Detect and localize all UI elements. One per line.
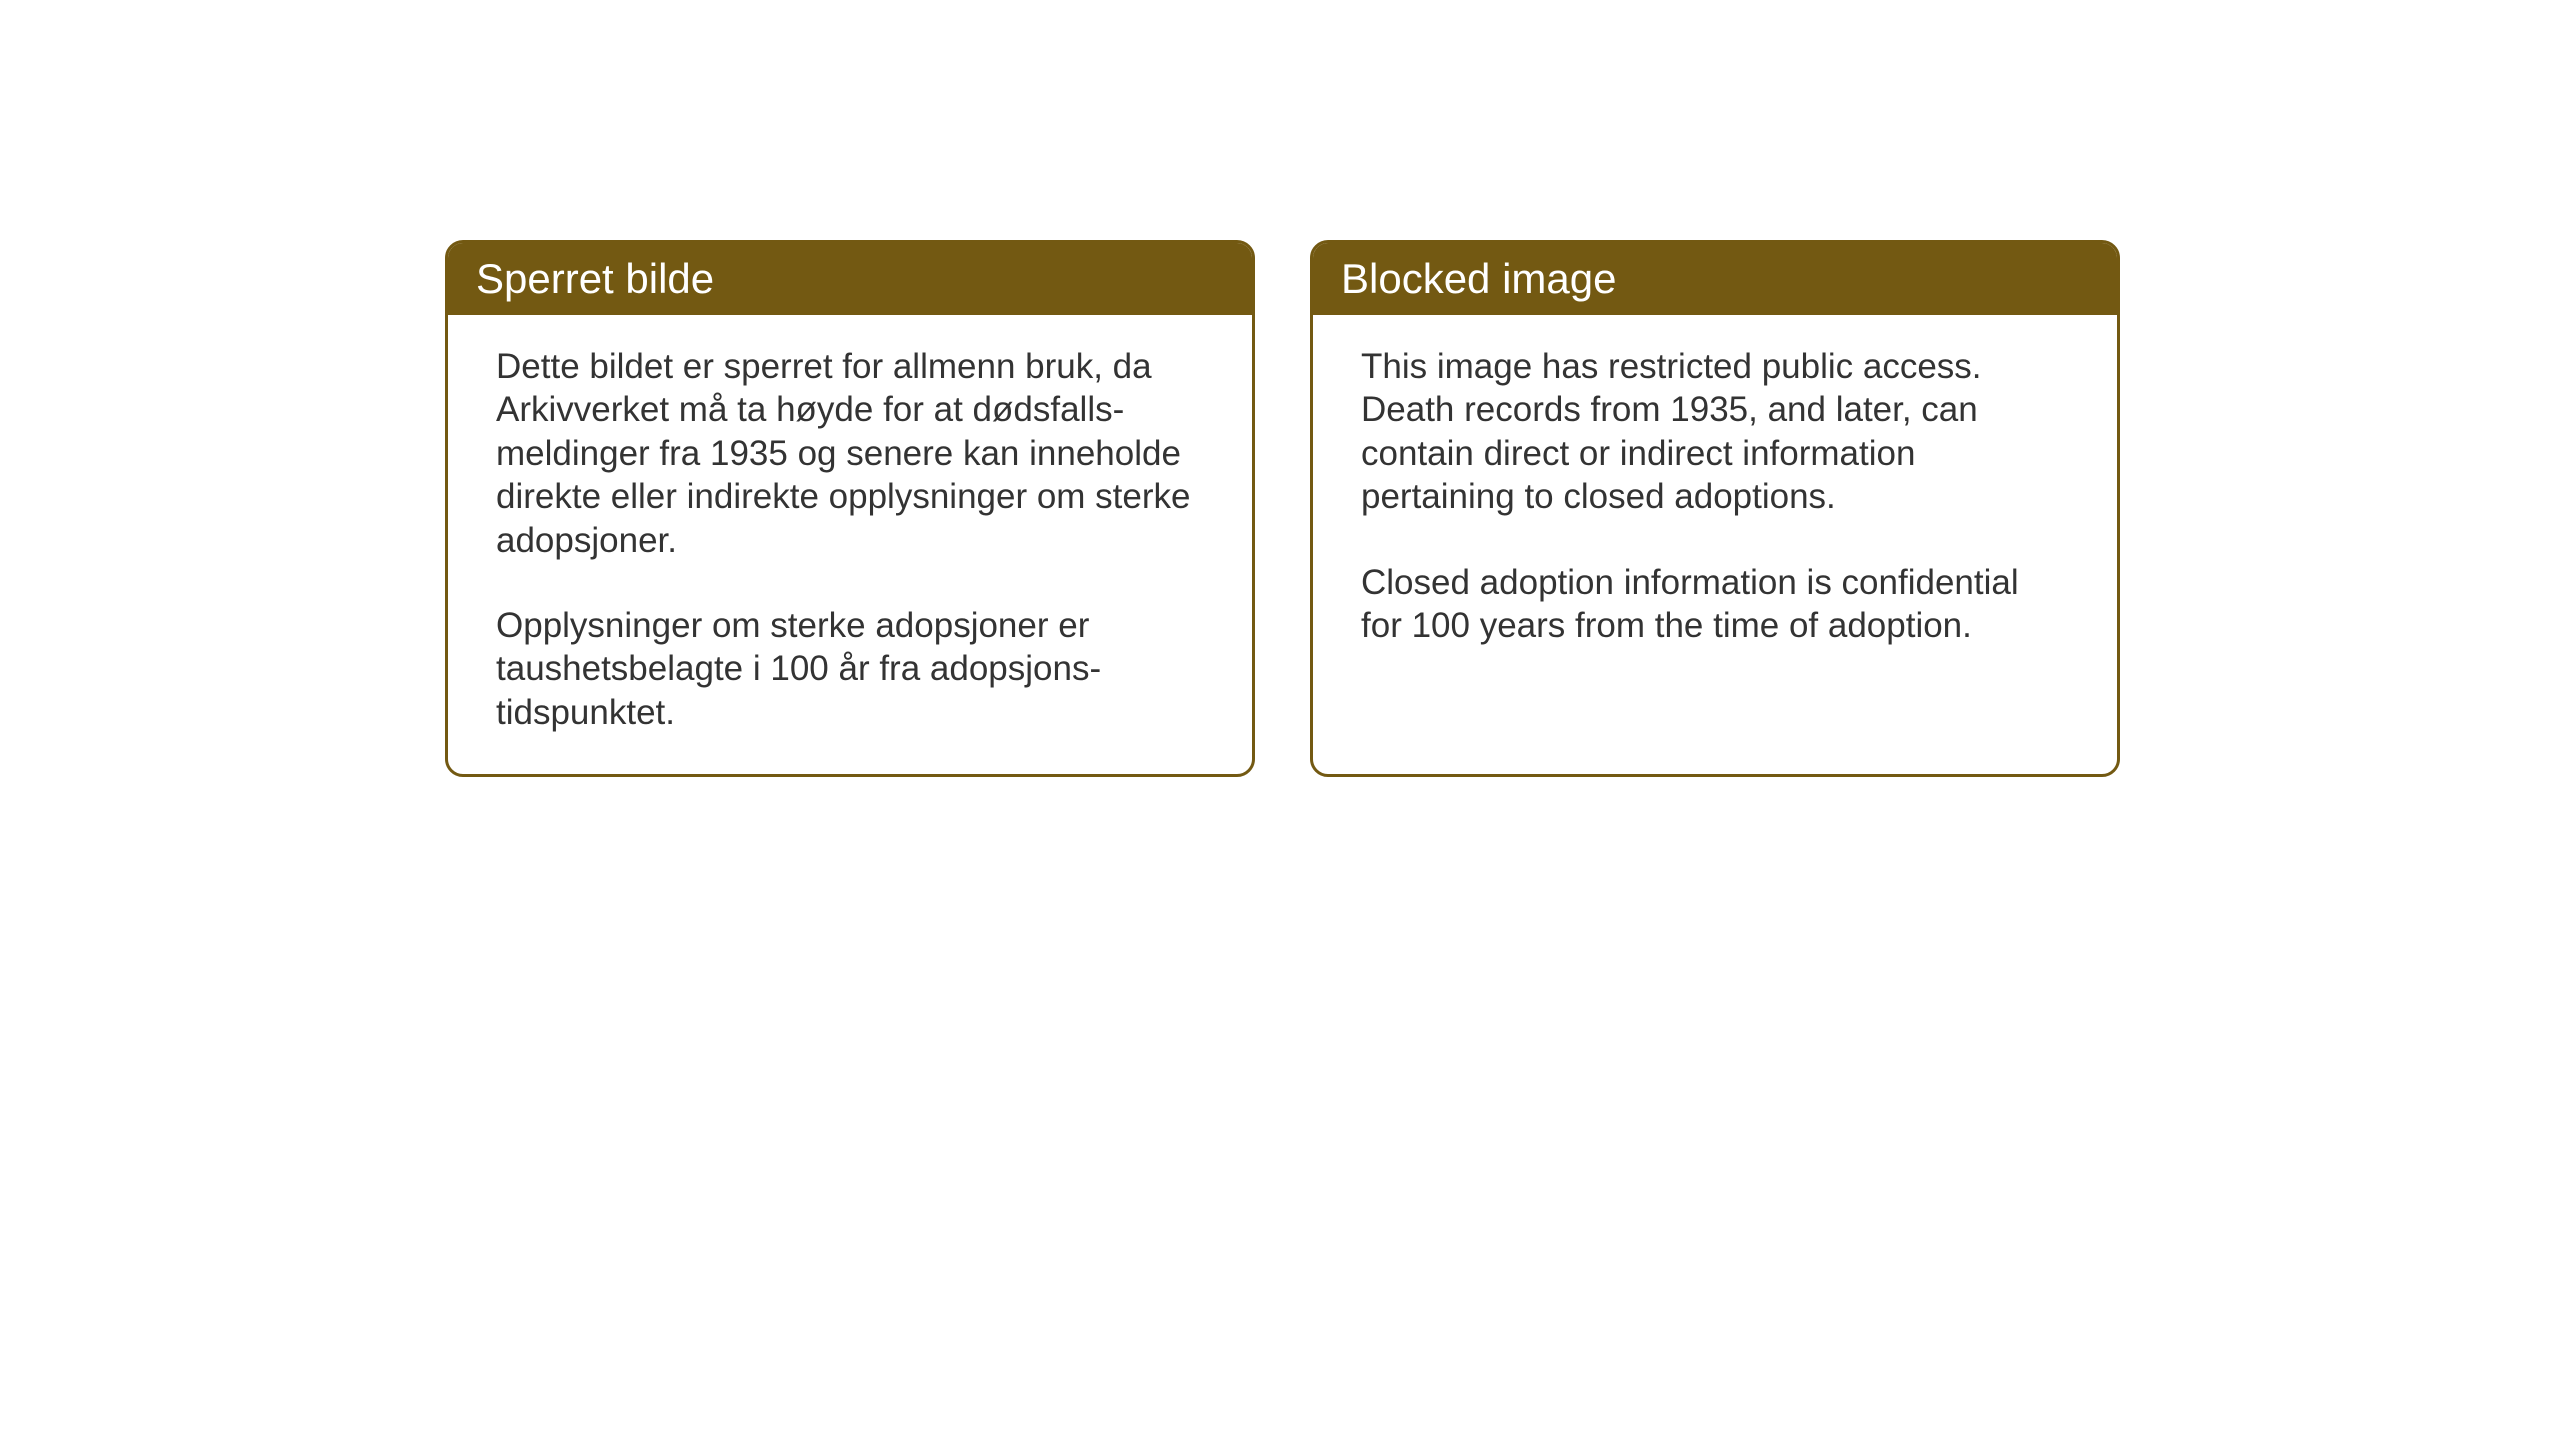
notice-container: Sperret bilde Dette bildet er sperret fo…	[445, 240, 2120, 777]
notice-paragraph-2-english: Closed adoption information is confident…	[1361, 561, 2069, 648]
notice-header-norwegian: Sperret bilde	[448, 243, 1252, 315]
notice-body-english: This image has restricted public access.…	[1313, 315, 2117, 737]
notice-paragraph-2-norwegian: Opplysninger om sterke adopsjoner er tau…	[496, 604, 1204, 734]
notice-card-norwegian: Sperret bilde Dette bildet er sperret fo…	[445, 240, 1255, 777]
notice-title-english: Blocked image	[1341, 255, 1616, 302]
notice-paragraph-1-norwegian: Dette bildet er sperret for allmenn bruk…	[496, 345, 1204, 562]
notice-header-english: Blocked image	[1313, 243, 2117, 315]
notice-body-norwegian: Dette bildet er sperret for allmenn bruk…	[448, 315, 1252, 774]
notice-card-english: Blocked image This image has restricted …	[1310, 240, 2120, 777]
notice-title-norwegian: Sperret bilde	[476, 255, 714, 302]
notice-paragraph-1-english: This image has restricted public access.…	[1361, 345, 2069, 519]
